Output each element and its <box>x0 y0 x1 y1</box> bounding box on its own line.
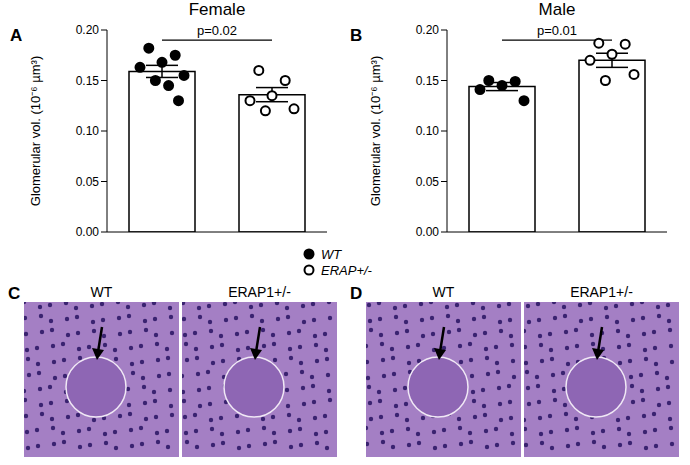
svg-text:0.00: 0.00 <box>76 225 100 239</box>
svg-text:0.15: 0.15 <box>76 74 100 88</box>
svg-text:0.20: 0.20 <box>416 23 440 37</box>
svg-text:Glomerular vol. (10⁻⁶ µm³): Glomerular vol. (10⁻⁶ µm³) <box>28 56 43 206</box>
html-text:ERAP+/-: ERAP+/- <box>321 262 372 278</box>
svg-text:0.20: 0.20 <box>76 23 100 37</box>
svg-text:0.15: 0.15 <box>416 74 440 88</box>
html-text:D: D <box>350 284 363 303</box>
html-text:Male: Male <box>538 0 576 19</box>
html-text:C: C <box>8 284 21 303</box>
svg-text:0.00: 0.00 <box>416 225 440 239</box>
svg-text:p=0.02: p=0.02 <box>197 23 237 38</box>
html-text:A: A <box>10 26 23 45</box>
html-text:ERAP1+/-: ERAP1+/- <box>228 284 291 300</box>
html-text:ERAP1+/-: ERAP1+/- <box>570 284 633 300</box>
html-text:WT: WT <box>432 284 455 300</box>
svg-text:0.05: 0.05 <box>76 175 100 189</box>
svg-text:Glomerular vol. (10⁻⁶ µm³): Glomerular vol. (10⁻⁶ µm³) <box>368 56 383 206</box>
svg-text:0.10: 0.10 <box>416 124 440 138</box>
html-text:B: B <box>350 26 363 45</box>
html-text:Female: Female <box>188 0 246 19</box>
html-text:WT: WT <box>321 246 342 262</box>
svg-text:0.05: 0.05 <box>416 175 440 189</box>
svg-text:p=0.01: p=0.01 <box>537 23 577 38</box>
html-text:WT: WT <box>90 284 113 300</box>
svg-text:0.10: 0.10 <box>76 124 100 138</box>
